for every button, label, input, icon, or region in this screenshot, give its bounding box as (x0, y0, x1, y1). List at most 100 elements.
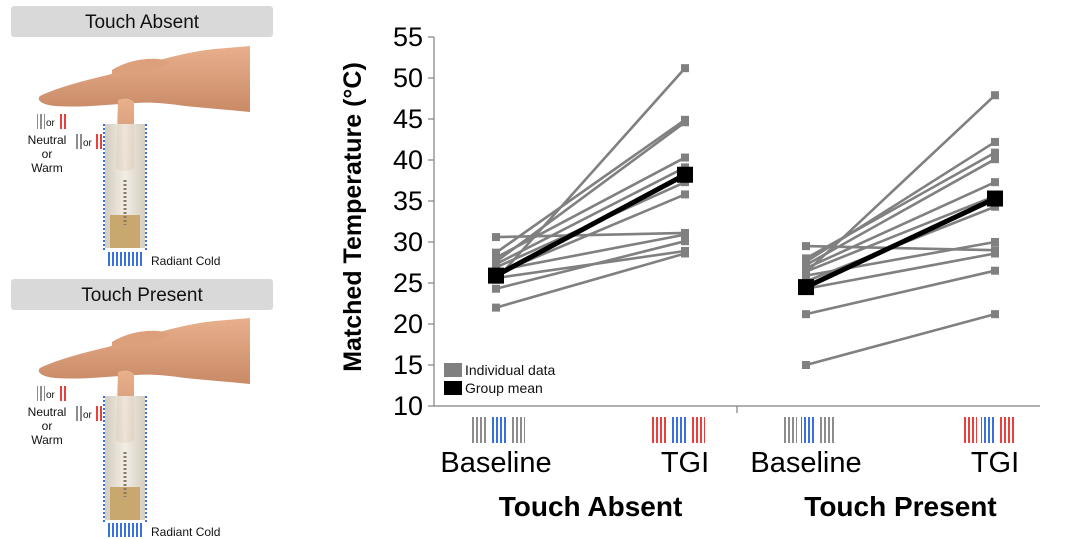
x-category-label: TGI (661, 447, 709, 479)
chart: Matched Temperature (°C) 10 15 20 25 30 35 40 4… (339, 22, 1040, 522)
individual-line (805, 244, 996, 252)
warm-swatch (94, 406, 102, 421)
neutral-swatch (820, 417, 835, 443)
individual-line (805, 269, 996, 316)
individual-series (492, 64, 999, 369)
warm-label: Warm (31, 161, 63, 175)
neutral-label: Neutral (28, 405, 67, 419)
individual-point (802, 361, 810, 369)
cold-swatch (801, 417, 816, 443)
individual-point (991, 91, 999, 100)
thermode-cylinder (103, 396, 147, 522)
or-label: or (83, 410, 93, 421)
legend-group-label: Group mean (465, 380, 543, 396)
cold-swatch (491, 417, 506, 443)
individual-point (681, 237, 689, 246)
individual-point (991, 238, 999, 246)
y-tick-label: 10 (393, 391, 423, 421)
individual-point (802, 242, 810, 251)
group-mean-point (798, 279, 814, 296)
panel-touch-present: Touch Present or Neutral or Warm or (11, 279, 273, 539)
cold-swatch (671, 417, 686, 443)
warm-swatch (652, 417, 667, 443)
neutral-swatch (75, 406, 83, 421)
y-tick-label: 55 (393, 22, 423, 52)
individual-point (991, 246, 999, 255)
individual-line (495, 252, 686, 309)
individual-point (492, 303, 500, 312)
panel-title: Touch Absent (85, 12, 200, 33)
individual-line (805, 151, 996, 260)
legend-individual-swatch (444, 363, 462, 377)
individual-line (805, 194, 996, 273)
individual-line (805, 94, 996, 274)
individual-point (991, 178, 999, 187)
individual-line (805, 252, 996, 291)
group-mean-line (494, 172, 687, 278)
warm-label: Warm (31, 433, 63, 447)
individual-point (681, 190, 689, 199)
individual-point (681, 153, 689, 162)
individual-point (991, 148, 999, 157)
x-group-label: Touch Absent (499, 491, 683, 522)
axes: 10 15 20 25 30 35 40 45 50 55 (393, 22, 1040, 421)
neutral-swatch (75, 134, 83, 149)
stimulus-legend-top: or (37, 114, 66, 129)
or-label: or (46, 390, 56, 401)
x-category-label: Baseline (750, 447, 861, 479)
warm-swatch (962, 417, 977, 443)
cold-swatch (108, 252, 144, 266)
group-mean-line (804, 196, 997, 290)
individual-point (802, 268, 810, 277)
panel-touch-absent: Touch Absent or Neutral or Warm or (11, 6, 273, 268)
x-category-label: TGI (971, 447, 1019, 479)
stimulus-legend-top: or (37, 386, 66, 401)
warm-swatch (1000, 417, 1015, 443)
individual-line (495, 233, 686, 272)
or-label: or (83, 138, 93, 149)
individual-point (802, 310, 810, 319)
individual-point (681, 228, 689, 237)
or-label: or (42, 147, 53, 161)
individual-line (805, 312, 996, 367)
thermode-cylinder (103, 124, 147, 250)
individual-line (805, 180, 996, 270)
neutral-swatch (37, 114, 45, 129)
individual-line (495, 118, 686, 254)
y-tick-label: 35 (393, 186, 423, 216)
cold-legend: Radiant Cold (108, 523, 220, 539)
individual-line (495, 67, 686, 281)
warm-swatch (58, 386, 66, 401)
legend: Individual data Group mean (444, 362, 556, 396)
cold-swatch (981, 417, 996, 443)
or-label: or (42, 419, 53, 433)
x-category-label: Baseline (440, 447, 551, 479)
individual-line (495, 156, 686, 259)
y-tick-label: 30 (393, 227, 423, 257)
cold-label: Radiant Cold (151, 254, 220, 268)
individual-point (681, 115, 689, 124)
individual-point (492, 284, 500, 293)
warm-swatch (690, 417, 705, 443)
x-group-label: Touch Present (804, 491, 996, 522)
individual-point (991, 310, 999, 319)
stimulus-legend-mid: Neutral or Warm or (28, 133, 102, 175)
y-tick-label: 50 (393, 63, 423, 93)
y-tick-label: 20 (393, 309, 423, 339)
cold-swatch (108, 523, 144, 537)
group-mean-point (987, 190, 1003, 207)
individual-line (495, 231, 686, 239)
cold-label: Radiant Cold (151, 525, 220, 539)
individual-point (492, 253, 500, 262)
legend-individual-label: Individual data (465, 362, 556, 378)
individual-point (492, 248, 500, 257)
individual-point (991, 155, 999, 164)
individual-point (991, 266, 999, 275)
panel-title: Touch Present (81, 285, 203, 306)
neutral-swatch (510, 417, 525, 443)
y-axis-label: Matched Temperature (°C) (339, 62, 367, 372)
individual-point (492, 233, 500, 242)
warm-swatch (58, 114, 66, 129)
individual-point (492, 257, 500, 266)
